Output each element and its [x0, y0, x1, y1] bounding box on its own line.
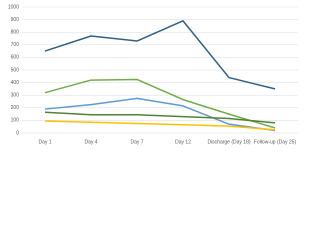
- y-tick-label: 800: [11, 30, 20, 36]
- line-series: [44, 111, 276, 124]
- y-tick-label: 400: [11, 80, 20, 86]
- x-tick-label: Day 1: [38, 139, 51, 145]
- x-tick-label: Day 4: [84, 139, 97, 145]
- line-series: [44, 78, 276, 129]
- y-tick-label: 0: [16, 130, 19, 136]
- y-tick-label: 1000: [8, 4, 19, 10]
- line-series: [44, 97, 276, 132]
- chart: 0 100 200 300 400 500 600 700 800 900 1000 Day 1 Day…: [8, 4, 298, 145]
- y-tick-label: 200: [11, 105, 20, 111]
- x-tick-label: Follow-up (Day 25): [254, 139, 297, 145]
- x-tick-label: Day 12: [175, 139, 191, 145]
- y-tick-label: 100: [11, 118, 20, 124]
- x-tick-label: Discharge (Day 18): [207, 139, 250, 145]
- line-series: [44, 20, 276, 90]
- y-tick-label: 500: [11, 67, 20, 73]
- y-tick-label: 900: [11, 17, 20, 23]
- x-tick-label: Day 7: [130, 139, 143, 145]
- y-tick-label: 300: [11, 93, 20, 99]
- y-tick-label: 600: [11, 55, 20, 61]
- y-tick-label: 700: [11, 42, 20, 48]
- line-series: [44, 120, 276, 131]
